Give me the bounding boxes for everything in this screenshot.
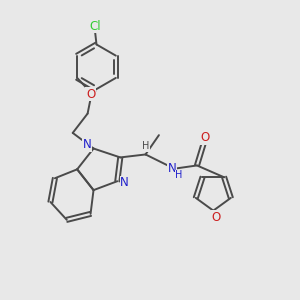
Text: O: O — [212, 211, 221, 224]
Text: O: O — [86, 88, 95, 101]
Text: N: N — [82, 138, 91, 152]
Text: H: H — [142, 141, 150, 151]
Text: H: H — [176, 170, 183, 180]
Text: Cl: Cl — [89, 20, 101, 33]
Text: N: N — [120, 176, 129, 189]
Text: O: O — [200, 131, 210, 144]
Text: N: N — [168, 162, 177, 175]
